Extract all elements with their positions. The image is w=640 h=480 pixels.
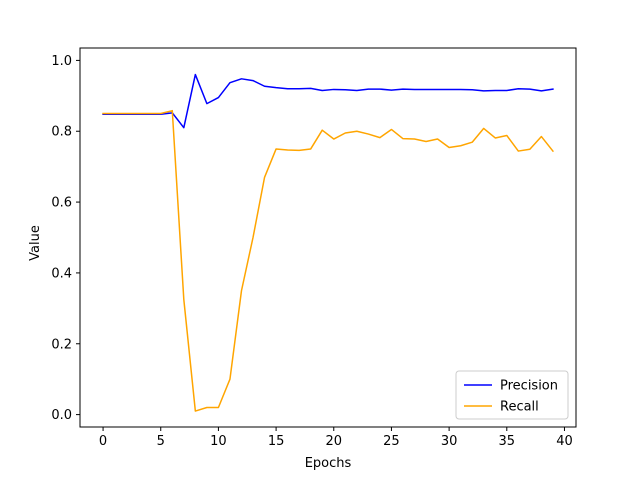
- x-tick-label: 5: [157, 434, 165, 449]
- y-axis-label: Value: [28, 225, 43, 261]
- x-tick-label: 30: [441, 434, 458, 449]
- x-axis-label: Epochs: [305, 456, 352, 471]
- plot-lines: [102, 73, 554, 412]
- legend: Precision Recall: [455, 370, 569, 420]
- x-tick-label: 15: [268, 434, 285, 449]
- plot-frame: [79, 47, 577, 428]
- legend-box: [455, 370, 569, 420]
- x-tick-label: 0: [99, 434, 107, 449]
- x-tick-label: 20: [325, 434, 342, 449]
- series-line-precision: [102, 73, 554, 129]
- x-tick-label: 35: [499, 434, 516, 449]
- y-tick-label: 0.6: [51, 196, 72, 211]
- x-tick-label: 40: [556, 434, 573, 449]
- y-tick-label: 0.8: [51, 125, 72, 140]
- y-tick-label: 1.0: [51, 54, 72, 69]
- x-tick-label: 10: [210, 434, 227, 449]
- series-line-recall: [102, 109, 554, 412]
- legend-label-precision: Precision: [500, 379, 558, 394]
- y-tick-label: 0.2: [51, 337, 72, 352]
- x-tick-label: 25: [383, 434, 400, 449]
- x-axis-ticks: 0 5 10 15 20 25 30 35 40: [99, 427, 573, 449]
- y-axis-ticks: 0.0 0.2 0.4 0.6 0.8 1.0: [51, 54, 80, 423]
- y-tick-label: 0.0: [51, 408, 72, 423]
- legend-label-recall: Recall: [500, 400, 539, 415]
- y-tick-label: 0.4: [51, 266, 72, 281]
